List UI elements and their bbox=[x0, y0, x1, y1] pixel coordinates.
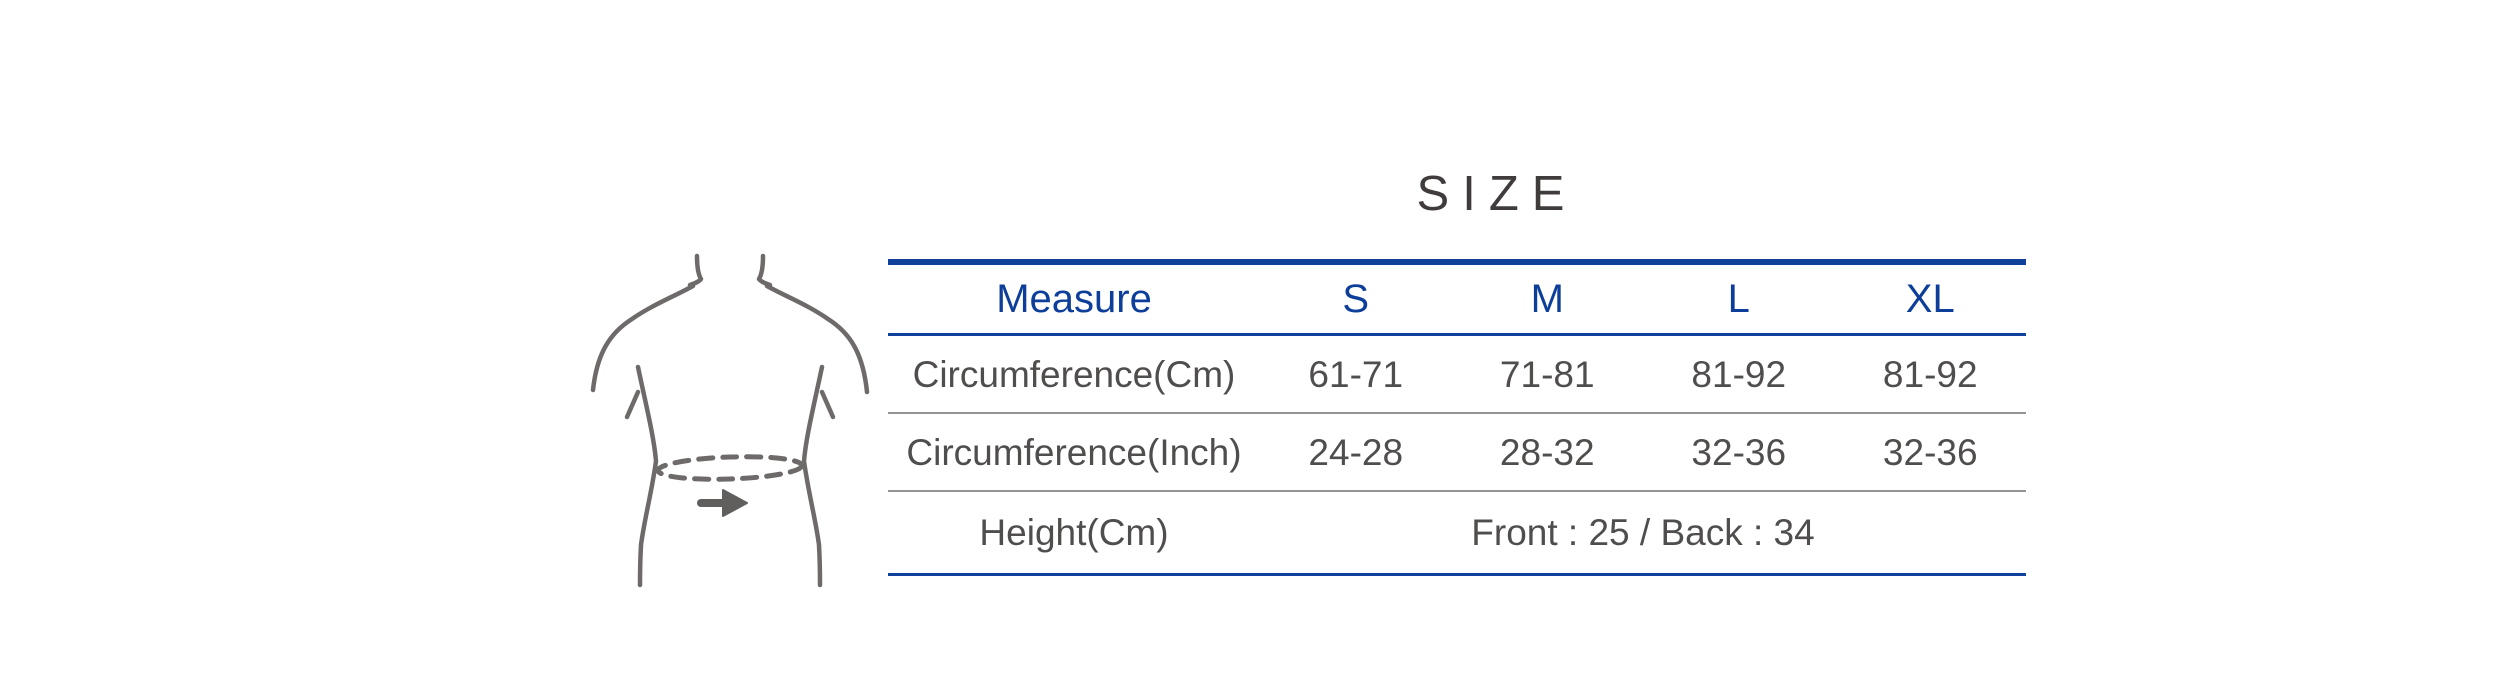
header-cell-size-l: L bbox=[1727, 277, 1750, 321]
waist-measurement-figure bbox=[570, 245, 890, 590]
value-cell: 61-71 bbox=[1308, 353, 1404, 395]
size-table-header-row: Measure S M L XL bbox=[888, 265, 2026, 336]
torso-right-line bbox=[801, 364, 825, 588]
neck-right-line bbox=[756, 253, 773, 288]
header-cell-size-xl: XL bbox=[1905, 277, 1955, 321]
value-cell: 32-36 bbox=[1691, 431, 1787, 473]
table-row-circumference-inch: Circumference(Inch) 24-28 28-32 32-36 32… bbox=[888, 414, 2026, 492]
armpit-right-tick bbox=[819, 389, 836, 420]
value-cell: 71-81 bbox=[1499, 353, 1595, 395]
shoulder-arm-left-line bbox=[590, 283, 696, 393]
waist-circumference-dashed-ellipse bbox=[655, 454, 805, 482]
merged-value-cell: Front : 25 / Back : 34 bbox=[1471, 512, 1815, 553]
value-cell: 24-28 bbox=[1308, 431, 1404, 473]
value-cell: 81-92 bbox=[1691, 353, 1787, 395]
header-cell-measure: Measure bbox=[996, 277, 1152, 321]
size-table: Measure S M L XL Circumference(Cm) 61-71… bbox=[888, 259, 2026, 576]
row-label: Circumference(Inch) bbox=[906, 431, 1242, 473]
neck-left-line bbox=[687, 253, 704, 288]
torso-outline-illustration bbox=[590, 253, 870, 588]
shoulder-arm-right-line bbox=[764, 283, 870, 395]
header-cell-size-s: S bbox=[1342, 277, 1370, 321]
row-label: Circumference(Cm) bbox=[912, 353, 1236, 395]
value-cell: 32-36 bbox=[1882, 431, 1978, 473]
row-label: Height(Cm) bbox=[979, 512, 1169, 553]
header-cell-size-m: M bbox=[1530, 277, 1564, 321]
page-title: SIZE bbox=[1416, 167, 1578, 221]
table-row-height-cm: Height(Cm) Front : 25 / Back : 34 bbox=[888, 492, 2026, 573]
value-cell: 28-32 bbox=[1499, 431, 1595, 473]
armpit-left-tick bbox=[624, 389, 641, 420]
value-cell: 81-92 bbox=[1882, 353, 1978, 395]
torso-left-line bbox=[635, 364, 659, 588]
measure-direction-arrow-icon bbox=[697, 489, 748, 517]
table-row-circumference-cm: Circumference(Cm) 61-71 71-81 81-92 81-9… bbox=[888, 336, 2026, 414]
